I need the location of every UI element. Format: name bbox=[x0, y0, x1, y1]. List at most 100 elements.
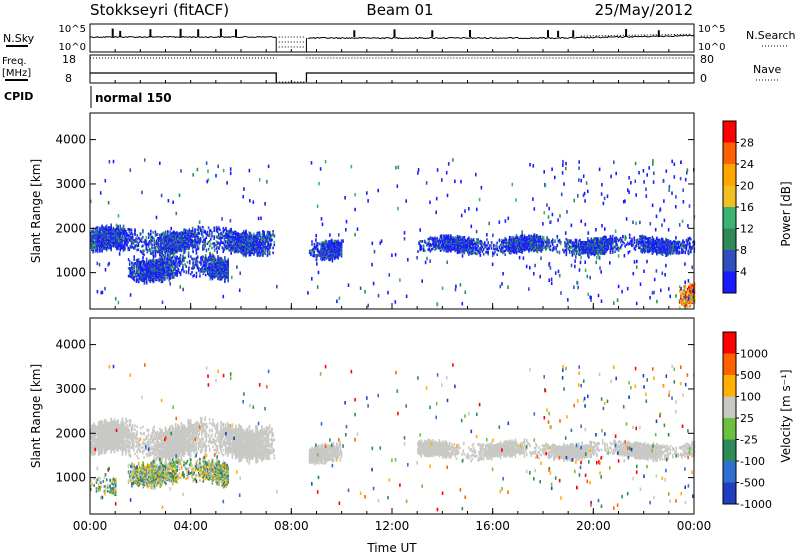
echo-cell bbox=[193, 257, 195, 261]
echo-cell bbox=[142, 266, 145, 270]
echo-cell bbox=[194, 258, 197, 261]
echo-cell bbox=[487, 251, 489, 254]
echo-cell bbox=[464, 244, 467, 247]
echo-cell bbox=[171, 275, 174, 278]
echo-cell bbox=[215, 240, 218, 243]
echo-cell bbox=[216, 246, 219, 249]
echo-cell bbox=[97, 237, 100, 241]
echo-cell bbox=[134, 262, 137, 265]
echo-cell bbox=[510, 244, 512, 247]
echo-cell bbox=[485, 251, 487, 254]
echo-cell bbox=[121, 242, 124, 246]
echo-cell bbox=[263, 251, 265, 254]
echo-cell bbox=[111, 232, 114, 236]
echo-cell bbox=[529, 243, 531, 246]
noise-tick-right-top: 10^5 bbox=[698, 24, 725, 35]
echo-cell bbox=[129, 228, 132, 232]
echo-cell bbox=[464, 239, 467, 242]
echo-cell bbox=[130, 269, 132, 273]
echo-cell bbox=[454, 239, 457, 242]
echo-cell bbox=[156, 258, 158, 262]
echo-cell bbox=[219, 256, 222, 260]
echo-cell bbox=[218, 232, 220, 236]
echo-cell bbox=[222, 230, 225, 233]
echo-cell bbox=[217, 255, 219, 258]
echo-cell bbox=[433, 242, 435, 246]
echo-cell bbox=[515, 247, 518, 250]
echo-cell bbox=[168, 279, 171, 282]
echo-cell bbox=[213, 242, 215, 245]
echo-cell bbox=[201, 266, 203, 269]
echo-cell bbox=[151, 246, 153, 249]
echo-cell bbox=[322, 250, 325, 254]
echo-cell bbox=[167, 268, 169, 271]
echo-cell bbox=[211, 233, 213, 236]
echo-cell bbox=[219, 234, 221, 237]
echo-cell bbox=[554, 239, 556, 242]
echo-cell bbox=[481, 245, 484, 248]
echo-cell bbox=[96, 250, 99, 254]
echo-cell bbox=[166, 265, 168, 268]
echo-cell bbox=[121, 239, 124, 242]
echo-cell bbox=[124, 232, 126, 236]
echo-cell bbox=[215, 263, 217, 266]
echo-cell bbox=[190, 241, 193, 245]
echo-cell bbox=[196, 241, 199, 244]
echo-cell bbox=[460, 244, 462, 248]
echo-cell bbox=[321, 256, 323, 260]
echo-cell bbox=[191, 246, 194, 249]
echo-cell bbox=[202, 246, 204, 249]
echo-cell bbox=[199, 268, 201, 271]
echo-cell bbox=[331, 249, 334, 252]
echo-cell bbox=[496, 248, 498, 252]
echo-cell bbox=[419, 240, 421, 243]
echo-cell bbox=[235, 239, 237, 243]
echo-cell bbox=[225, 229, 228, 233]
echo-cell bbox=[503, 245, 505, 248]
echo-cell bbox=[339, 242, 342, 245]
echo-cell bbox=[232, 236, 235, 239]
echo-cell bbox=[470, 248, 472, 252]
echo-cell bbox=[137, 242, 140, 246]
echo-cell bbox=[156, 245, 159, 249]
echo-cell bbox=[161, 269, 164, 273]
echo-cell bbox=[224, 232, 227, 235]
echo-cell bbox=[549, 248, 552, 252]
echo-cell bbox=[169, 262, 172, 266]
noise-tick-left-top: 10^5 bbox=[59, 24, 86, 35]
echo-cell bbox=[228, 234, 230, 237]
echo-cell bbox=[182, 255, 184, 258]
echo-cell bbox=[480, 240, 483, 243]
echo-cell bbox=[508, 235, 511, 239]
echo-cell bbox=[219, 237, 221, 240]
echo-cell bbox=[193, 239, 195, 243]
echo-cell bbox=[218, 257, 220, 261]
echo-cell bbox=[160, 233, 162, 237]
echo-cell bbox=[169, 255, 172, 259]
echo-cell bbox=[523, 236, 526, 239]
echo-cell bbox=[229, 243, 231, 246]
echo-cell bbox=[324, 247, 327, 251]
echo-cell bbox=[191, 248, 194, 251]
echo-cell bbox=[247, 235, 249, 238]
echo-cell bbox=[532, 238, 535, 241]
beam-title: Beam 01 bbox=[366, 1, 433, 19]
echo-cell bbox=[258, 241, 261, 244]
echo-cell bbox=[221, 241, 223, 244]
cpid-value: normal 150 bbox=[95, 91, 172, 105]
echo-cell bbox=[254, 245, 256, 248]
echo-cell bbox=[157, 242, 160, 246]
echo-cell bbox=[154, 232, 157, 235]
echo-cell bbox=[128, 263, 131, 266]
echo-cell bbox=[167, 272, 169, 276]
echo-cell bbox=[158, 257, 160, 261]
echo-cell bbox=[465, 239, 468, 242]
echo-cell bbox=[93, 246, 95, 249]
echo-cell bbox=[266, 230, 269, 234]
echo-cell bbox=[270, 239, 272, 242]
echo-cell bbox=[199, 271, 201, 275]
echo-cell bbox=[210, 229, 212, 232]
echo-cell bbox=[442, 237, 444, 240]
echo-cell bbox=[460, 248, 462, 251]
echo-cell bbox=[161, 232, 163, 236]
